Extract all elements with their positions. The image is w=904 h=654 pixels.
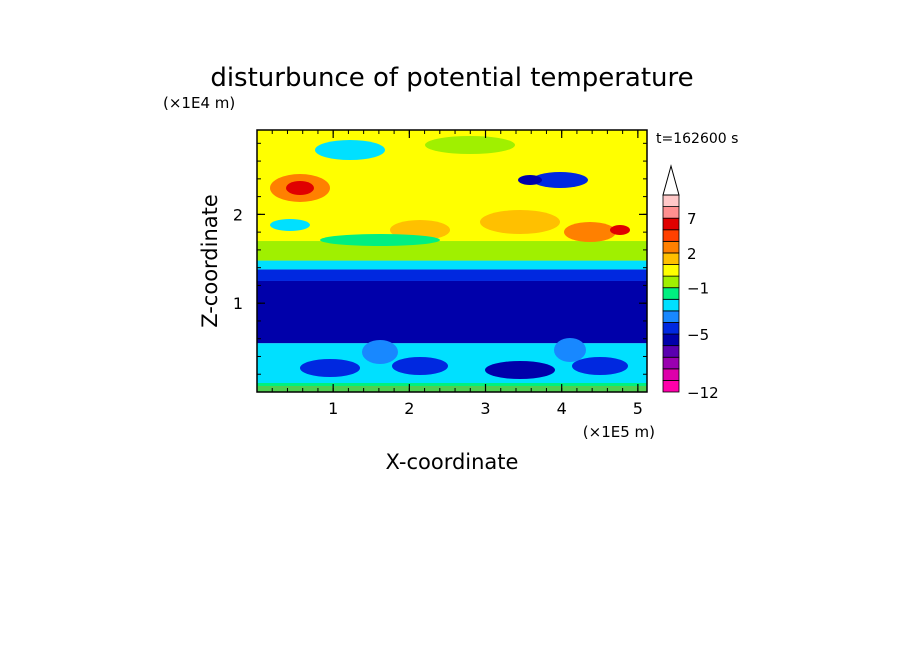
field-layer xyxy=(257,280,647,344)
colorbar-swatch xyxy=(662,345,680,358)
colorbar-swatch xyxy=(662,240,680,254)
colorbar-label: 2 xyxy=(687,245,697,263)
colorbar-swatch xyxy=(662,229,680,242)
colorbar-swatch xyxy=(662,287,680,300)
y-ticks: 12 xyxy=(233,142,647,375)
y-tick-label: 1 xyxy=(233,294,243,313)
x-ticks: 1 2 3 4 5 xyxy=(271,130,643,418)
colorbar-swatch xyxy=(662,217,680,231)
x-unit-label: (×1E5 m) xyxy=(583,423,655,441)
chart-title: disturbunce of potential temperature xyxy=(210,63,693,93)
colorbar-label: −5 xyxy=(687,326,709,344)
y-tick-label: 2 xyxy=(233,205,243,224)
colorbar-label: −1 xyxy=(687,280,709,298)
y-unit-label: (×1E4 m) xyxy=(163,94,235,112)
contour-field xyxy=(257,130,647,392)
colorbar-swatch xyxy=(662,356,680,370)
x-tick-label: 3 xyxy=(480,399,490,418)
time-label: t=162600 s xyxy=(656,131,738,147)
colorbar-swatch xyxy=(662,310,680,323)
x-tick-label: 5 xyxy=(633,399,643,418)
colorbar: 7 2 −1 −5 −12 xyxy=(662,164,719,402)
x-axis-title: X-coordinate xyxy=(386,450,519,474)
colorbar-swatch xyxy=(662,194,680,207)
colorbar-swatch xyxy=(662,252,680,265)
colorbar-swatch xyxy=(662,368,680,381)
colorbar-swatch xyxy=(662,206,680,219)
colorbar-arrow xyxy=(662,164,680,196)
x-tick-label: 2 xyxy=(404,399,414,418)
x-tick-label: 1 xyxy=(328,399,338,418)
colorbar-swatch xyxy=(662,333,680,347)
field-layer xyxy=(257,269,647,281)
field-layer xyxy=(257,241,647,261)
field-layer xyxy=(257,260,647,270)
colorbar-label: 7 xyxy=(687,210,697,228)
colorbar-swatch xyxy=(662,275,680,289)
x-tick-label: 4 xyxy=(557,399,567,418)
colorbar-swatch xyxy=(662,322,680,335)
plot-frame xyxy=(256,129,648,393)
colorbar-label: −12 xyxy=(687,384,719,402)
colorbar-swatch xyxy=(662,298,680,312)
colorbar-swatch xyxy=(662,264,680,277)
colorbar-swatch xyxy=(662,380,680,393)
field-layer xyxy=(257,384,647,392)
y-axis-title: Z-coordinate xyxy=(198,194,222,328)
